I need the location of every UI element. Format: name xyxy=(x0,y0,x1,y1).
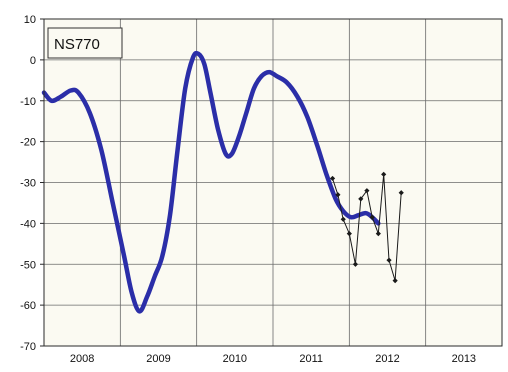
data-point-marker xyxy=(392,278,398,284)
y-tick-label: -40 xyxy=(20,218,36,230)
series-group xyxy=(41,50,404,314)
y-tick-label: 10 xyxy=(24,14,36,26)
y-tick-label: -60 xyxy=(20,300,36,312)
data-point-marker xyxy=(329,175,336,182)
data-point-marker xyxy=(398,190,404,196)
x-tick-label: 2012 xyxy=(375,353,399,365)
data-point-marker xyxy=(352,261,359,267)
data-point-marker xyxy=(358,196,364,202)
x-tick-label: 2009 xyxy=(146,353,170,365)
data-point-marker xyxy=(340,216,346,222)
chart-title: NS770 xyxy=(54,36,100,53)
data-point-marker xyxy=(375,230,381,237)
x-tick-label: 2013 xyxy=(452,353,476,365)
y-tick-label: -30 xyxy=(20,178,36,190)
x-axis: 2008 2009 2010 2011 2012 2013 xyxy=(70,353,476,365)
y-axis: 10 0 -10 -20 -30 -40 -50 -60 -70 xyxy=(20,14,44,353)
x-tick-label: 2008 xyxy=(70,353,94,365)
grid xyxy=(44,19,502,346)
y-tick-label: -50 xyxy=(20,259,36,271)
data-point-marker xyxy=(335,192,341,198)
x-tick-label: 2010 xyxy=(223,353,247,365)
data-point-marker xyxy=(381,171,387,177)
y-tick-label: -20 xyxy=(20,137,36,149)
title-box xyxy=(47,27,123,59)
y-tick-label: -10 xyxy=(20,96,36,108)
data-point-marker xyxy=(346,230,352,237)
data-point-marker xyxy=(369,214,375,220)
x-tick-label: 2011 xyxy=(299,353,323,365)
y-tick-label: -70 xyxy=(20,341,36,353)
data-point-marker xyxy=(364,188,370,194)
data-point-marker xyxy=(386,257,392,263)
y-tick-label: 0 xyxy=(30,55,36,67)
series-line-smooth xyxy=(41,50,381,314)
